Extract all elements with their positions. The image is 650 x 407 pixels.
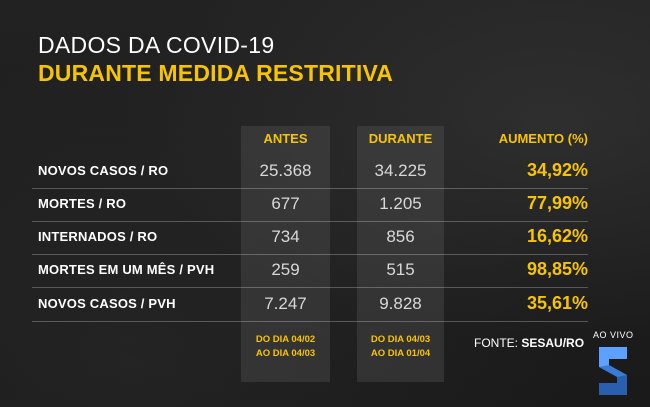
s-channel-logo-icon: [599, 347, 627, 395]
table-row: NOVOS CASOS / RO 25.368 34.225 34,92%: [32, 155, 588, 189]
during-period-line1: DO DIA 04/03: [370, 334, 431, 345]
value-increase: 35,61%: [526, 293, 588, 313]
value-during: 9.828: [379, 294, 422, 313]
before-column-panel: [241, 126, 330, 382]
table-row: MORTES / RO 677 1.205 77,99%: [32, 188, 588, 222]
row-label: MORTES / RO: [38, 196, 127, 211]
before-period-line2: AO DIA 04/03: [255, 348, 316, 359]
column-header-increase: AUMENTO (%): [498, 131, 588, 146]
source-prefix: FONTE:: [474, 336, 522, 350]
row-label: MORTES EM UM MÊS / PVH: [38, 262, 215, 277]
row-label: NOVOS CASOS / RO: [38, 163, 169, 178]
value-before: 7.247: [264, 294, 307, 313]
value-before: 25.368: [259, 161, 312, 180]
column-header-before: ANTES: [263, 131, 308, 146]
value-increase: 98,85%: [526, 259, 588, 279]
row-label: INTERNADOS / RO: [38, 229, 158, 244]
value-during: 1.205: [379, 194, 422, 213]
value-during: 515: [386, 260, 415, 279]
source-credit: FONTE: SESAU/RO: [474, 336, 584, 350]
row-label: NOVOS CASOS / PVH: [38, 296, 176, 311]
value-during: 856: [386, 227, 415, 246]
during-column-panel: [357, 126, 444, 382]
value-increase: 77,99%: [526, 193, 588, 213]
value-before: 259: [271, 260, 300, 279]
during-period-note: DO DIA 04/03 AO DIA 01/04: [357, 333, 444, 361]
table-row: MORTES EM UM MÊS / PVH 259 515 98,85%: [32, 254, 588, 288]
page-title: DADOS DA COVID-19: [38, 32, 275, 58]
before-period-line1: DO DIA 04/02: [255, 334, 316, 345]
value-before: 677: [271, 194, 300, 213]
column-header-during: DURANTE: [368, 131, 433, 146]
page-subtitle: DURANTE MEDIDA RESTRITIVA: [38, 60, 394, 86]
value-during: 34.225: [374, 161, 427, 180]
before-period-note: DO DIA 04/02 AO DIA 04/03: [241, 333, 330, 361]
value-before: 734: [271, 227, 300, 246]
value-increase: 34,92%: [526, 160, 588, 180]
live-label: AO VIVO: [593, 330, 634, 340]
value-increase: 16,62%: [526, 226, 588, 246]
during-period-line2: AO DIA 01/04: [370, 348, 431, 359]
table-row: INTERNADOS / RO 734 856 16,62%: [32, 221, 588, 255]
source-name: SESAU/RO: [521, 336, 585, 350]
table-row: NOVOS CASOS / PVH 7.247 9.828 35,61%: [32, 288, 588, 322]
